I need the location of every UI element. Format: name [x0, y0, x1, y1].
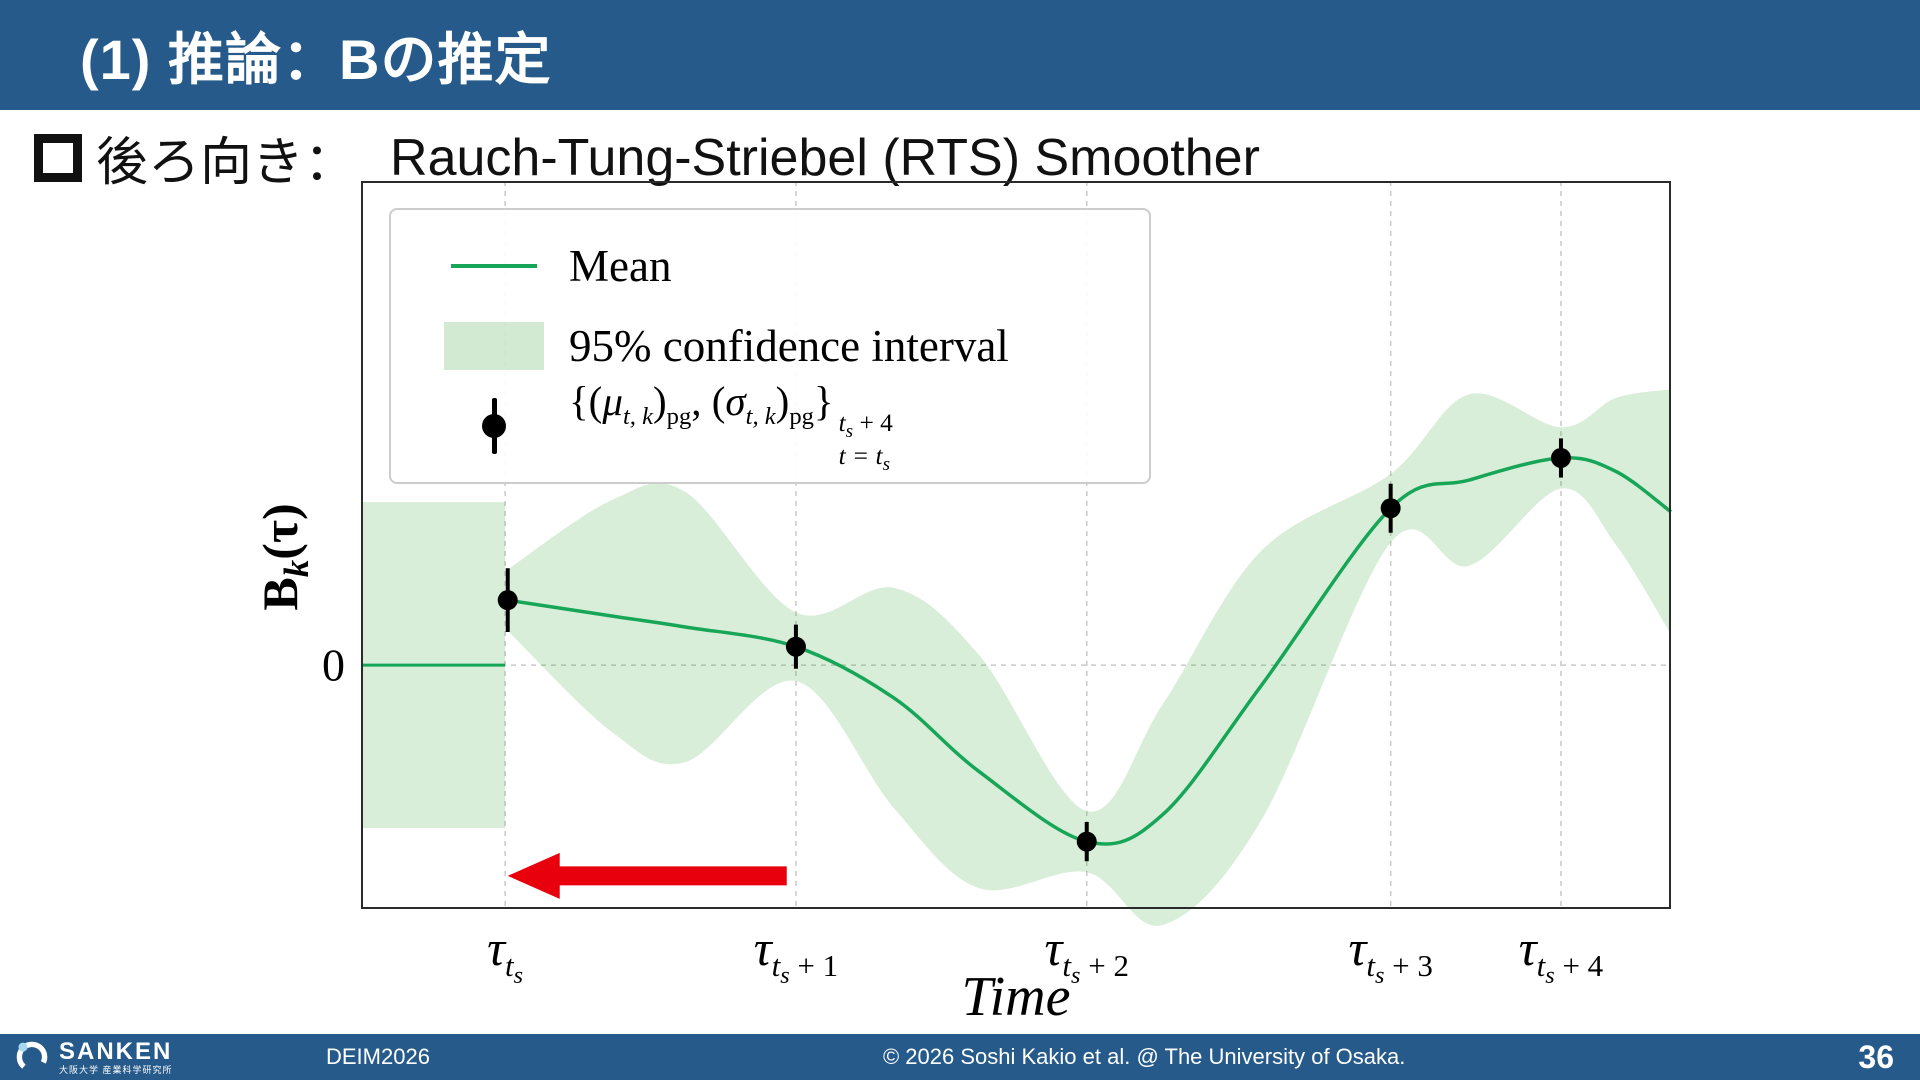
- x-tick-label: τts + 3: [1348, 920, 1433, 990]
- bullet-text-en: Rauch-Tung-Striebel (RTS) Smoother: [390, 128, 1260, 187]
- plot-canvas: [361, 181, 1673, 926]
- y-label-sub: k: [277, 559, 316, 578]
- formula-part: t: [838, 409, 846, 438]
- formula-part: ): [775, 377, 790, 424]
- copyright-text: © 2026 Soshi Kakio et al. @ The Universi…: [882, 1044, 1406, 1069]
- left-arrow-annotation: [507, 852, 787, 899]
- formula-limit-bottom: t = ts: [838, 441, 890, 476]
- slide-title: (1) 推論：Bの推定: [80, 27, 552, 91]
- legend-point-marker-icon: [491, 398, 497, 454]
- chart: Mean 95% confidence interval {(μt, k)pg,…: [322, 181, 1673, 1028]
- x-tick-label: τts + 1: [753, 920, 839, 990]
- x-tick-label: τts: [487, 920, 524, 990]
- formula-part: }: [813, 377, 834, 424]
- legend-marker-cell: [419, 322, 569, 370]
- y-axis-label: Bk(τ): [251, 503, 317, 610]
- sanken-logo-text: SANKEN 大阪大学 産業科学研究所: [59, 1037, 173, 1075]
- y-label-main: B: [252, 577, 308, 611]
- formula-part: {(: [569, 377, 603, 424]
- logo-name: SANKEN: [59, 1037, 173, 1065]
- slide-header: (1) 推論：Bの推定: [0, 0, 1920, 110]
- data-point: [1550, 447, 1571, 468]
- page-number: 36: [1858, 1038, 1894, 1075]
- y-label-rest: (τ): [252, 503, 308, 560]
- formula-part: ): [652, 377, 667, 424]
- x-axis-label: Time: [961, 966, 1071, 1028]
- square-bullet-icon: [34, 133, 82, 182]
- x-tick-label: τts + 2: [1044, 920, 1129, 990]
- legend-row-mean: Mean: [419, 226, 1121, 306]
- formula-sigma: σ: [725, 377, 746, 424]
- formula-sub: t, k: [622, 402, 653, 430]
- slide-footer: SANKEN 大阪大学 産業科学研究所 DEIM2026 © 2026 Sosh…: [0, 1034, 1920, 1080]
- formula-limit-top: ts + 4: [838, 409, 893, 443]
- formula-part: , (: [691, 377, 726, 424]
- y-tick-label: 0: [322, 639, 345, 691]
- legend-marker-cell: [419, 398, 569, 454]
- legend-mean-line-icon: [451, 264, 537, 268]
- x-axis-ticks: τts τts + 1 τts + 2 τts + 3 τts + 4: [361, 909, 1671, 999]
- bullet-line: 後ろ向き： Rauch-Tung-Striebel (RTS) Smoother: [34, 120, 1260, 195]
- legend-ci-label: 95% confidence interval: [569, 321, 1009, 371]
- data-point: [785, 636, 806, 657]
- x-tick-label: τts + 4: [1518, 920, 1604, 990]
- chart-legend: Mean 95% confidence interval {(μt, k)pg,…: [389, 208, 1151, 484]
- data-point: [1076, 831, 1097, 852]
- formula-pg: pg: [666, 402, 692, 430]
- bullet-text-ja: 後ろ向き：: [96, 134, 357, 192]
- sanken-logo: SANKEN 大阪大学 産業科学研究所: [14, 1039, 264, 1075]
- plot-frame: [361, 181, 1671, 909]
- logo-subtext: 大阪大学 産業科学研究所: [59, 1064, 173, 1075]
- legend-ci-patch-icon: [444, 322, 544, 370]
- formula-pg: pg: [789, 402, 814, 430]
- data-point: [497, 590, 518, 611]
- formula-part: + 4: [853, 409, 893, 438]
- data-point: [1380, 498, 1401, 519]
- formula-sub: t, k: [745, 402, 776, 430]
- formula-part: s: [845, 421, 854, 443]
- legend-mean-label: Mean: [569, 241, 672, 291]
- formula-mu: μ: [602, 377, 623, 424]
- formula-part: s: [882, 453, 890, 475]
- conference-label: DEIM2026: [326, 1044, 430, 1069]
- legend-row-ci: 95% confidence interval: [419, 306, 1121, 386]
- formula-part: t = t: [838, 441, 883, 470]
- confidence-band: [507, 389, 1672, 926]
- sanken-logo-icon: [16, 1041, 48, 1073]
- mean-line: [507, 456, 1673, 846]
- legend-marker-cell: [419, 264, 569, 268]
